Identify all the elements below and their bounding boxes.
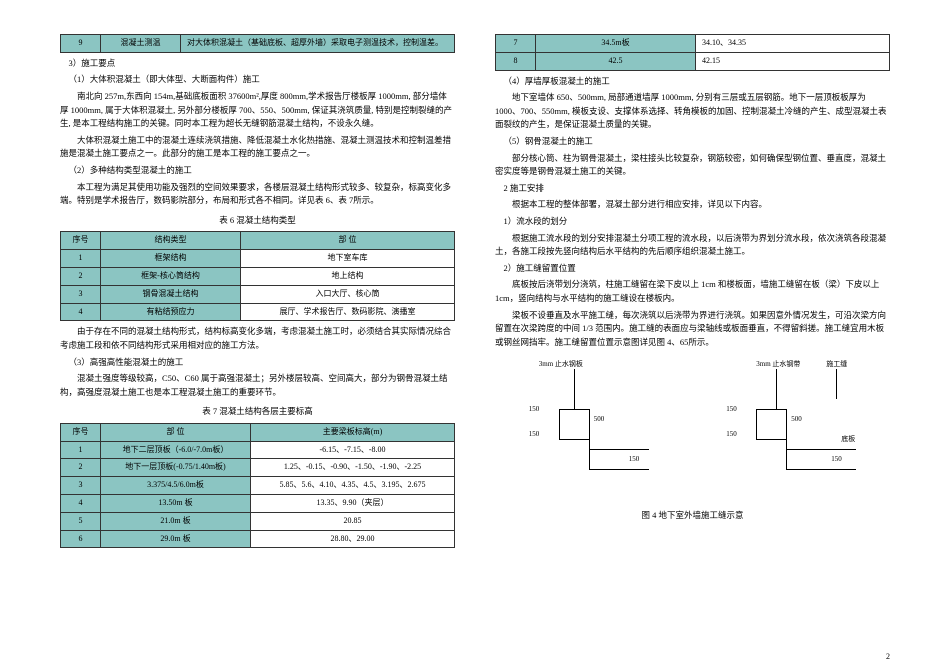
paragraph: 梁板不设垂直及水平施工缝，每次浇筑以后浇带为界进行浇筑。如果因意外情况发生，可沿… bbox=[495, 309, 890, 350]
dim: 500 bbox=[791, 414, 802, 425]
cell: 1 bbox=[61, 250, 101, 268]
dim: 150 bbox=[529, 429, 540, 440]
cell: 20.85 bbox=[251, 512, 455, 530]
th: 序号 bbox=[61, 423, 101, 441]
dim: 150 bbox=[629, 454, 640, 465]
cell: 34.10、34.35 bbox=[696, 35, 890, 53]
cell: 34.5m板 bbox=[536, 35, 696, 53]
cell: 1.25、-0.15、-0.90、-1.50、-1.90、-2.25 bbox=[251, 459, 455, 477]
section-3: 3）施工要点 bbox=[60, 57, 455, 71]
cell: 展厅、学术报告厅、数码影院、演播室 bbox=[241, 303, 455, 321]
paragraph: 根据施工流水段的划分安排混凝土分项工程的流水段，以后浇带为界划分流水段，依次浇筑… bbox=[495, 232, 890, 259]
cell: 28.80、29.00 bbox=[251, 530, 455, 548]
th: 部 位 bbox=[241, 232, 455, 250]
cell: 4 bbox=[61, 303, 101, 321]
cell: 框架结构 bbox=[101, 250, 241, 268]
paragraph: 底板按后浇带划分浇筑，柱施工缝留在梁下皮以上 1cm 和楼板面，墙施工缝留在板（… bbox=[495, 278, 890, 305]
dim: 150 bbox=[726, 404, 737, 415]
paragraph: 部分核心筒、柱为钢骨混凝土，梁柱接头比较复杂，钢筋较密，如何确保型钢位置、垂直度… bbox=[495, 152, 890, 179]
cell: 有粘结预应力 bbox=[101, 303, 241, 321]
cell: 13.50m 板 bbox=[101, 495, 251, 513]
section-3-2: （2）多种结构类型混凝土的施工 bbox=[60, 164, 455, 178]
paragraph: 本工程为满足其使用功能及强烈的空间效果要求，各楼层混凝土结构形式较多、较复杂，标… bbox=[60, 181, 455, 208]
dim: 500 bbox=[594, 414, 605, 425]
page-number: 2 bbox=[886, 651, 890, 664]
cell: -6.15、-7.15、-8.00 bbox=[251, 441, 455, 459]
cell: 框架-核心筒结构 bbox=[101, 267, 241, 285]
paragraph: 由于存在不同的混凝土结构形式，结构标高变化多端，考虑混凝土施工时，必须结合其实际… bbox=[60, 325, 455, 352]
th: 序号 bbox=[61, 232, 101, 250]
section-2: 2 施工安排 bbox=[495, 182, 890, 196]
diagram-left: 3mm 止水钢板 150 150 500 150 bbox=[529, 359, 659, 499]
dim: 150 bbox=[529, 404, 540, 415]
label: 3mm 止水钢带 bbox=[756, 359, 800, 370]
cell: 7 bbox=[496, 35, 536, 53]
cell: 2 bbox=[61, 459, 101, 477]
figure-4-diagram: 3mm 止水钢板 150 150 500 150 3mm 止水钢带 施工缝 15… bbox=[495, 359, 890, 499]
th: 主要梁板标高(m) bbox=[251, 423, 455, 441]
paragraph: 大体积混凝土施工中的混凝土连续浇筑措施、降低混凝土水化热措施、混凝土测温技术和控… bbox=[60, 134, 455, 161]
cell: 21.0m 板 bbox=[101, 512, 251, 530]
table6-caption: 表 6 混凝土结构类型 bbox=[60, 214, 455, 228]
cell: 3 bbox=[61, 285, 101, 303]
paragraph: 混凝土强度等级较高，C50、C60 属于高强混凝土；另外楼层较高、空间高大，部分… bbox=[60, 372, 455, 399]
section-2-1: 1）流水段的划分 bbox=[495, 215, 890, 229]
section-4: （4）厚墙厚板混凝土的施工 bbox=[495, 75, 890, 89]
cell: 钢骨混凝土结构 bbox=[101, 285, 241, 303]
th: 部 位 bbox=[101, 423, 251, 441]
cell: 4 bbox=[61, 495, 101, 513]
section-3-3: （3）高强高性能混凝土的施工 bbox=[60, 356, 455, 370]
cell: 5 bbox=[61, 512, 101, 530]
cell: 29.0m 板 bbox=[101, 530, 251, 548]
intro-table-left: 9 混凝土测温 对大体积混凝土（基础底板、超厚外墙）采取电子测温技术，控制温差。 bbox=[60, 34, 455, 53]
cell: 3 bbox=[61, 477, 101, 495]
paragraph: 根据本工程的整体部署，混凝土部分进行相应安排，详见以下内容。 bbox=[495, 198, 890, 212]
figure-4-caption: 图 4 地下室外墙施工缝示意 bbox=[495, 509, 890, 523]
dim: 150 bbox=[726, 429, 737, 440]
paragraph: 南北向 257m,东西向 154m,基础底板面积 37600m²,厚度 800m… bbox=[60, 90, 455, 131]
cell: 6 bbox=[61, 530, 101, 548]
right-column: 734.5m板34.10、34.35 842.542.15 （4）厚墙厚板混凝土… bbox=[495, 30, 890, 652]
cell: 地下二层顶板（-6.0/-7.0m板） bbox=[101, 441, 251, 459]
table6: 序号 结构类型 部 位 1框架结构地下室车库 2框架-核心筒结构地上结构 3钢骨… bbox=[60, 231, 455, 321]
cell: 混凝土测温 bbox=[101, 35, 181, 53]
cell: 2 bbox=[61, 267, 101, 285]
cell: 9 bbox=[61, 35, 101, 53]
section-3-1: （1）大体积混凝土（即大体型、大断面构件）施工 bbox=[60, 73, 455, 87]
section-5: （5）钢骨混凝土的施工 bbox=[495, 135, 890, 149]
cell: 8 bbox=[496, 52, 536, 70]
cell: 42.5 bbox=[536, 52, 696, 70]
cell: 13.35、9.90（夹层） bbox=[251, 495, 455, 513]
dim: 150 bbox=[831, 454, 842, 465]
label: 3mm 止水钢板 bbox=[539, 359, 583, 370]
intro-table-right: 734.5m板34.10、34.35 842.542.15 bbox=[495, 34, 890, 71]
diagram-right: 3mm 止水钢带 施工缝 150 150 500 底板 150 bbox=[726, 359, 856, 499]
cell: 5.85、5.6、4.10、4.35、4.5、3.195、2.675 bbox=[251, 477, 455, 495]
label: 底板 bbox=[841, 434, 855, 445]
cell: 地上结构 bbox=[241, 267, 455, 285]
paragraph: 地下室墙体 650、500mm, 局部通道墙厚 1000mm, 分别有三层或五层… bbox=[495, 91, 890, 132]
cell: 地下室车库 bbox=[241, 250, 455, 268]
cell: 3.375/4.5/6.0m板 bbox=[101, 477, 251, 495]
th: 结构类型 bbox=[101, 232, 241, 250]
left-column: 9 混凝土测温 对大体积混凝土（基础底板、超厚外墙）采取电子测温技术，控制温差。… bbox=[60, 30, 455, 652]
cell: 对大体积混凝土（基础底板、超厚外墙）采取电子测温技术，控制温差。 bbox=[181, 35, 455, 53]
section-2-2: 2）施工缝留置位置 bbox=[495, 262, 890, 276]
cell: 1 bbox=[61, 441, 101, 459]
cell: 地下一层顶板(-0.75/1.40m板) bbox=[101, 459, 251, 477]
table7: 序号 部 位 主要梁板标高(m) 1地下二层顶板（-6.0/-7.0m板）-6.… bbox=[60, 423, 455, 549]
cell: 42.15 bbox=[696, 52, 890, 70]
cell: 入口大厅、核心筒 bbox=[241, 285, 455, 303]
table7-caption: 表 7 混凝土结构各层主要标高 bbox=[60, 405, 455, 419]
